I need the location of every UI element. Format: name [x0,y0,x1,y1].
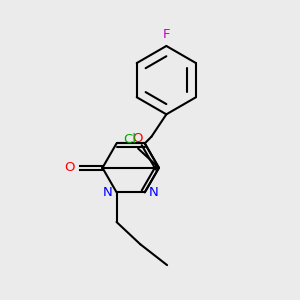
Text: N: N [103,186,113,199]
Text: Cl: Cl [124,133,136,146]
Text: O: O [64,161,75,174]
Text: F: F [163,28,170,40]
Text: O: O [132,132,142,145]
Text: N: N [148,186,158,199]
